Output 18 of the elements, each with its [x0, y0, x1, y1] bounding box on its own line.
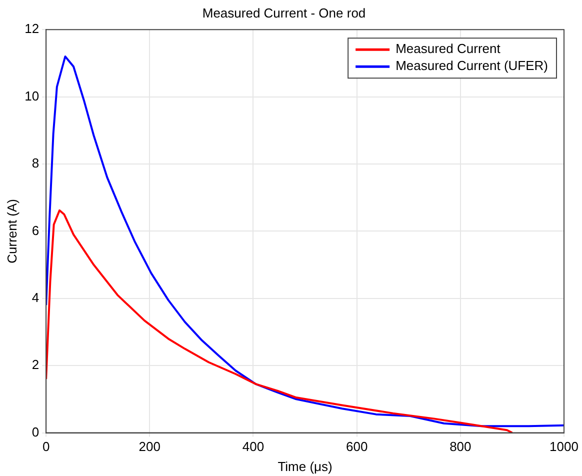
- x-tick-label: 200: [138, 439, 160, 454]
- x-tick-label: 800: [450, 439, 472, 454]
- y-tick-label: 8: [32, 156, 40, 171]
- y-tick-label: 12: [24, 21, 40, 36]
- y-tick-label: 4: [32, 290, 40, 305]
- x-tick-label: 1000: [550, 439, 578, 454]
- y-tick-label: 2: [32, 357, 40, 372]
- y-axis-title: Current (A): [4, 199, 20, 264]
- chart-title: Measured Current - One rod: [202, 5, 366, 20]
- y-tick-label: 10: [24, 88, 40, 104]
- y-tick-label: 0: [32, 424, 40, 440]
- x-tick-label: 0: [42, 439, 50, 454]
- legend-label: Measured Current: [396, 41, 501, 56]
- legend-label: Measured Current (UFER): [396, 58, 548, 74]
- x-axis-title: Time (μs): [278, 458, 332, 474]
- x-tick-label: 400: [242, 439, 264, 454]
- x-tick-label: 600: [346, 439, 368, 454]
- y-tick-label: 6: [32, 222, 40, 238]
